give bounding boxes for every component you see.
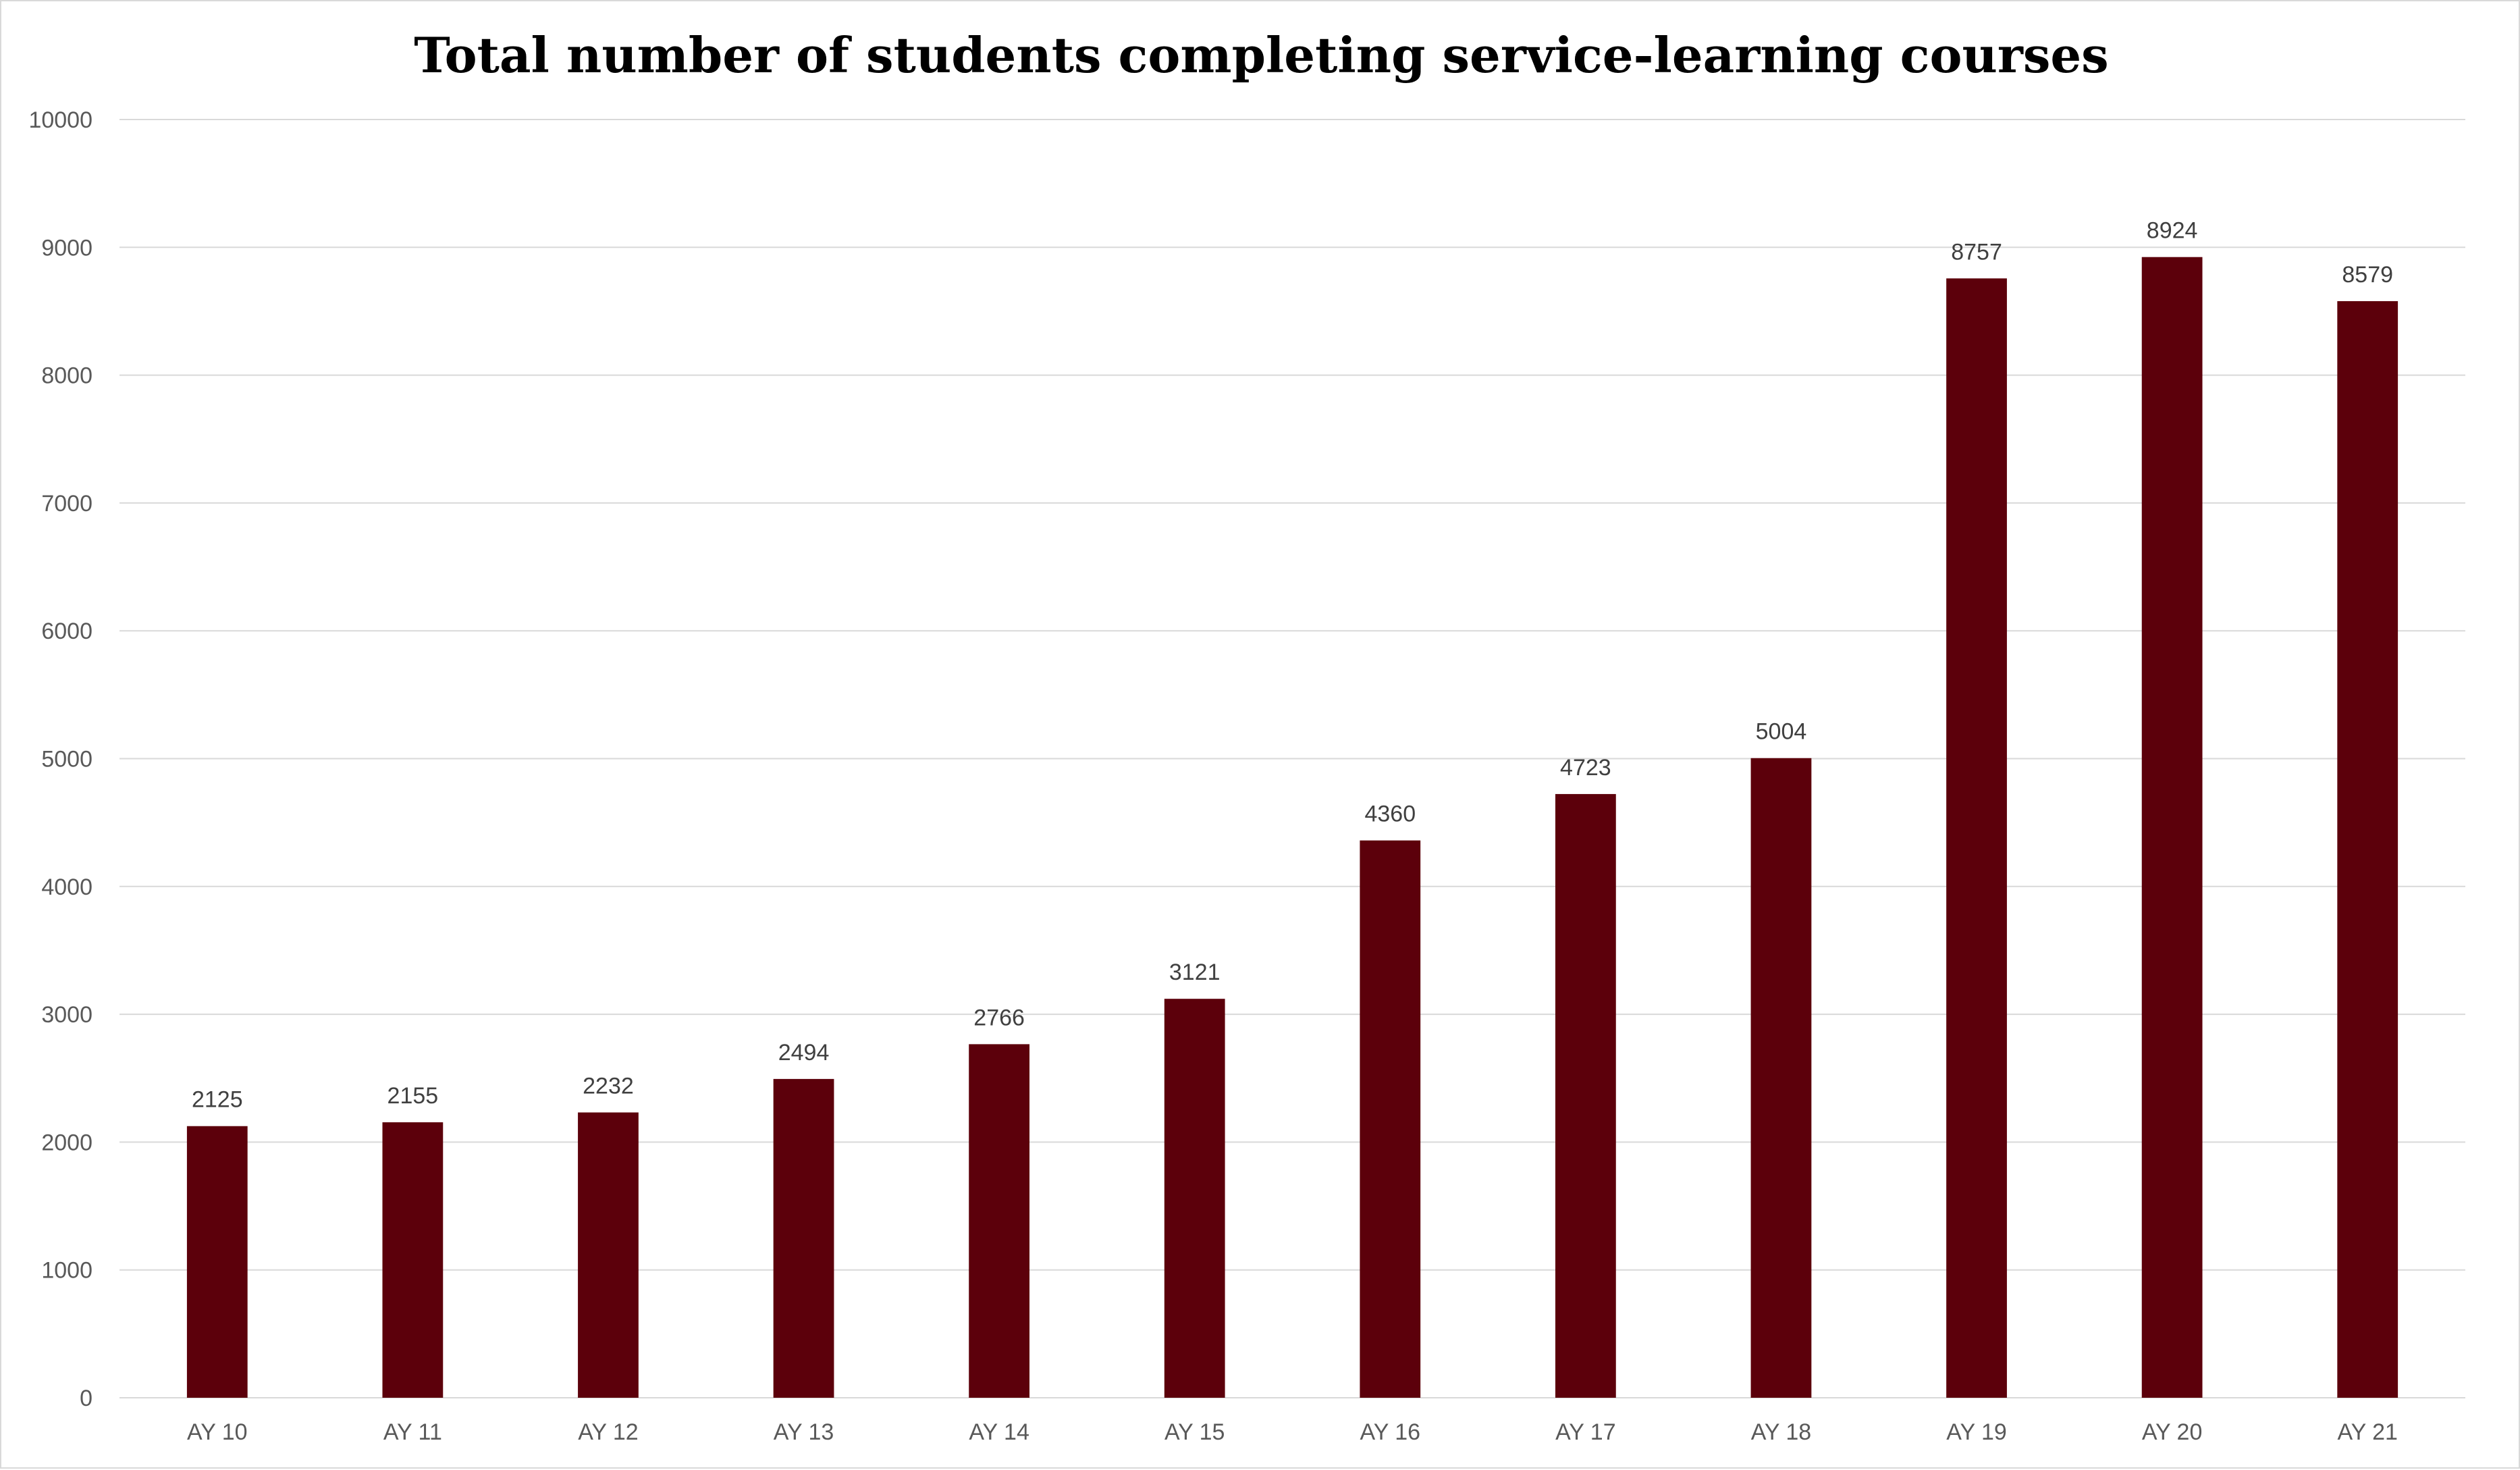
- bar: [1360, 840, 1421, 1398]
- y-tick-label: 3000: [41, 1002, 92, 1028]
- bar: [2141, 257, 2203, 1398]
- data-label: 8579: [2342, 262, 2393, 288]
- data-label: 2125: [192, 1087, 243, 1113]
- bar: [1946, 278, 2007, 1398]
- data-label: 2232: [583, 1073, 634, 1099]
- data-label: 2155: [387, 1083, 439, 1109]
- bar: [773, 1078, 834, 1398]
- data-labels: 2125 2155 2232 2494 2766 3121 4360 4723 5004 8757…: [192, 218, 2393, 1113]
- y-tick-label: 6000: [41, 619, 92, 644]
- x-tick-label: AY 16: [1360, 1419, 1420, 1445]
- x-tick-label: AY 18: [1751, 1419, 1811, 1445]
- bar: [578, 1112, 639, 1398]
- x-tick-label: AY 17: [1555, 1419, 1615, 1445]
- y-tick-label: 10000: [28, 107, 92, 133]
- bar: [2337, 300, 2398, 1398]
- data-label: 5004: [1756, 719, 1807, 745]
- data-label: 4723: [1560, 755, 1611, 781]
- x-tick-label: AY 11: [383, 1419, 442, 1445]
- data-label: 2766: [973, 1005, 1025, 1030]
- x-tick-label: AY 10: [187, 1419, 247, 1445]
- y-tick-label: 7000: [41, 491, 92, 517]
- x-tick-label: AY 19: [1946, 1419, 2006, 1445]
- x-tick-label: AY 13: [774, 1419, 834, 1445]
- y-tick-label: 5000: [41, 747, 92, 772]
- x-tick-label: AY 20: [2142, 1419, 2202, 1445]
- data-label: 4360: [1364, 802, 1416, 827]
- gridlines: [119, 119, 2465, 1398]
- chart-title: Total number of students completing serv…: [414, 26, 2109, 84]
- y-tick-label: 8000: [41, 363, 92, 389]
- bars: [186, 257, 2398, 1398]
- data-label: 2494: [778, 1040, 830, 1066]
- bar: [1750, 758, 1812, 1398]
- y-tick-label: 0: [80, 1386, 92, 1411]
- data-label: 8924: [2147, 218, 2198, 244]
- y-tick-label: 9000: [41, 235, 92, 261]
- bar: [186, 1126, 248, 1398]
- bar: [382, 1122, 444, 1398]
- bar: [1164, 999, 1225, 1398]
- x-tick-label: AY 15: [1164, 1419, 1225, 1445]
- data-label: 3121: [1169, 960, 1221, 985]
- y-tick-label: 1000: [41, 1258, 92, 1284]
- x-tick-label: AY 12: [578, 1419, 638, 1445]
- x-axis-ticks: AY 10 AY 11 AY 12 AY 13 AY 14 AY 15 AY 16 AY 17…: [187, 1419, 2398, 1445]
- data-label: 8757: [1951, 239, 2002, 265]
- y-tick-label: 2000: [41, 1130, 92, 1155]
- x-tick-label: AY 14: [969, 1419, 1029, 1445]
- y-axis-ticks: 0 1000 2000 3000 4000 5000 6000 7000 8000 9000 100…: [28, 107, 92, 1411]
- bar: [969, 1044, 1030, 1398]
- bar: [1555, 793, 1616, 1398]
- x-tick-label: AY 21: [2337, 1419, 2397, 1445]
- y-tick-label: 4000: [41, 874, 92, 900]
